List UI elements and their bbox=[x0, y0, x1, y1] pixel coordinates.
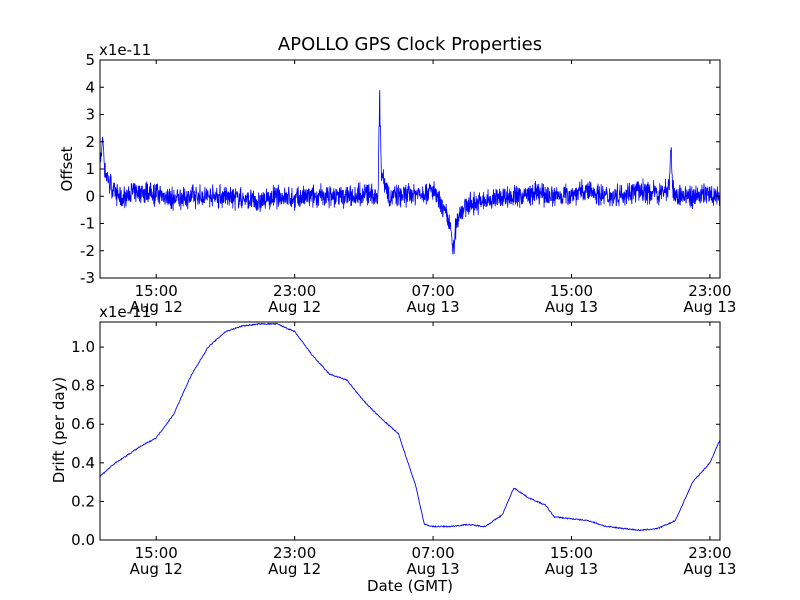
offset-ytick-label: -3 bbox=[80, 269, 95, 287]
offset-xtick-sublabel: Aug 13 bbox=[406, 298, 459, 316]
offset-ytick-label: 5 bbox=[85, 51, 95, 69]
drift-ylabel: Drift (per day) bbox=[50, 377, 68, 484]
drift-panel: Drift (per day) x1e-11 0.0 0.2 0.4 0.6 0.8 1.… bbox=[50, 303, 736, 578]
offset-ytick-label: 1 bbox=[85, 160, 95, 178]
drift-xtick-label: 07:00 bbox=[411, 544, 454, 562]
offset-xtick-label: 23:00 bbox=[273, 282, 316, 300]
offset-series-line bbox=[100, 90, 720, 255]
drift-ytick-label: 0.2 bbox=[71, 492, 95, 510]
offset-ytick-label: 2 bbox=[85, 133, 95, 151]
figure-title: APOLLO GPS Clock Properties bbox=[278, 34, 542, 55]
drift-xtick-sublabel: Aug 13 bbox=[406, 560, 459, 578]
drift-xtick-label: 15:00 bbox=[550, 544, 593, 562]
drift-xtick-sublabel: Aug 12 bbox=[130, 560, 183, 578]
offset-ytick-label: 0 bbox=[85, 187, 95, 205]
drift-ytick-label: 0.0 bbox=[71, 531, 95, 549]
offset-xtick-sublabel: Aug 13 bbox=[545, 298, 598, 316]
drift-exponent-label: x1e-11 bbox=[99, 303, 151, 321]
drift-xtick-label: 15:00 bbox=[135, 544, 178, 562]
drift-ytick-label: 0.6 bbox=[71, 415, 95, 433]
offset-xtick-label: 07:00 bbox=[411, 282, 454, 300]
drift-series-line bbox=[100, 322, 720, 532]
drift-xtick-sublabel: Aug 12 bbox=[268, 560, 321, 578]
drift-ytick-label: 0.8 bbox=[71, 377, 95, 395]
offset-xtick-sublabel: Aug 12 bbox=[268, 298, 321, 316]
offset-ytick-label: -2 bbox=[80, 242, 95, 260]
offset-ytick-label: -1 bbox=[80, 215, 95, 233]
drift-xtick-label: 23:00 bbox=[273, 544, 316, 562]
offset-xtick-sublabel: Aug 13 bbox=[683, 298, 736, 316]
drift-xtick-sublabel: Aug 13 bbox=[545, 560, 598, 578]
x-axis-label: Date (GMT) bbox=[367, 577, 453, 595]
offset-xtick-sublabel: Aug 12 bbox=[130, 298, 183, 316]
drift-ytick-label: 0.4 bbox=[71, 454, 95, 472]
offset-xtick-label: 15:00 bbox=[550, 282, 593, 300]
offset-ylabel: Offset bbox=[58, 146, 76, 191]
drift-xtick-label: 23:00 bbox=[688, 544, 731, 562]
offset-exponent-label: x1e-11 bbox=[99, 41, 151, 59]
offset-xtick-label: 23:00 bbox=[688, 282, 731, 300]
offset-axes-frame bbox=[99, 59, 721, 279]
offset-xtick-label: 15:00 bbox=[135, 282, 178, 300]
drift-axes-frame bbox=[99, 321, 721, 541]
drift-ytick-label: 1.0 bbox=[71, 338, 95, 356]
drift-xtick-sublabel: Aug 13 bbox=[683, 560, 736, 578]
offset-ytick-label: 4 bbox=[85, 78, 95, 96]
offset-ytick-label: 3 bbox=[85, 106, 95, 124]
